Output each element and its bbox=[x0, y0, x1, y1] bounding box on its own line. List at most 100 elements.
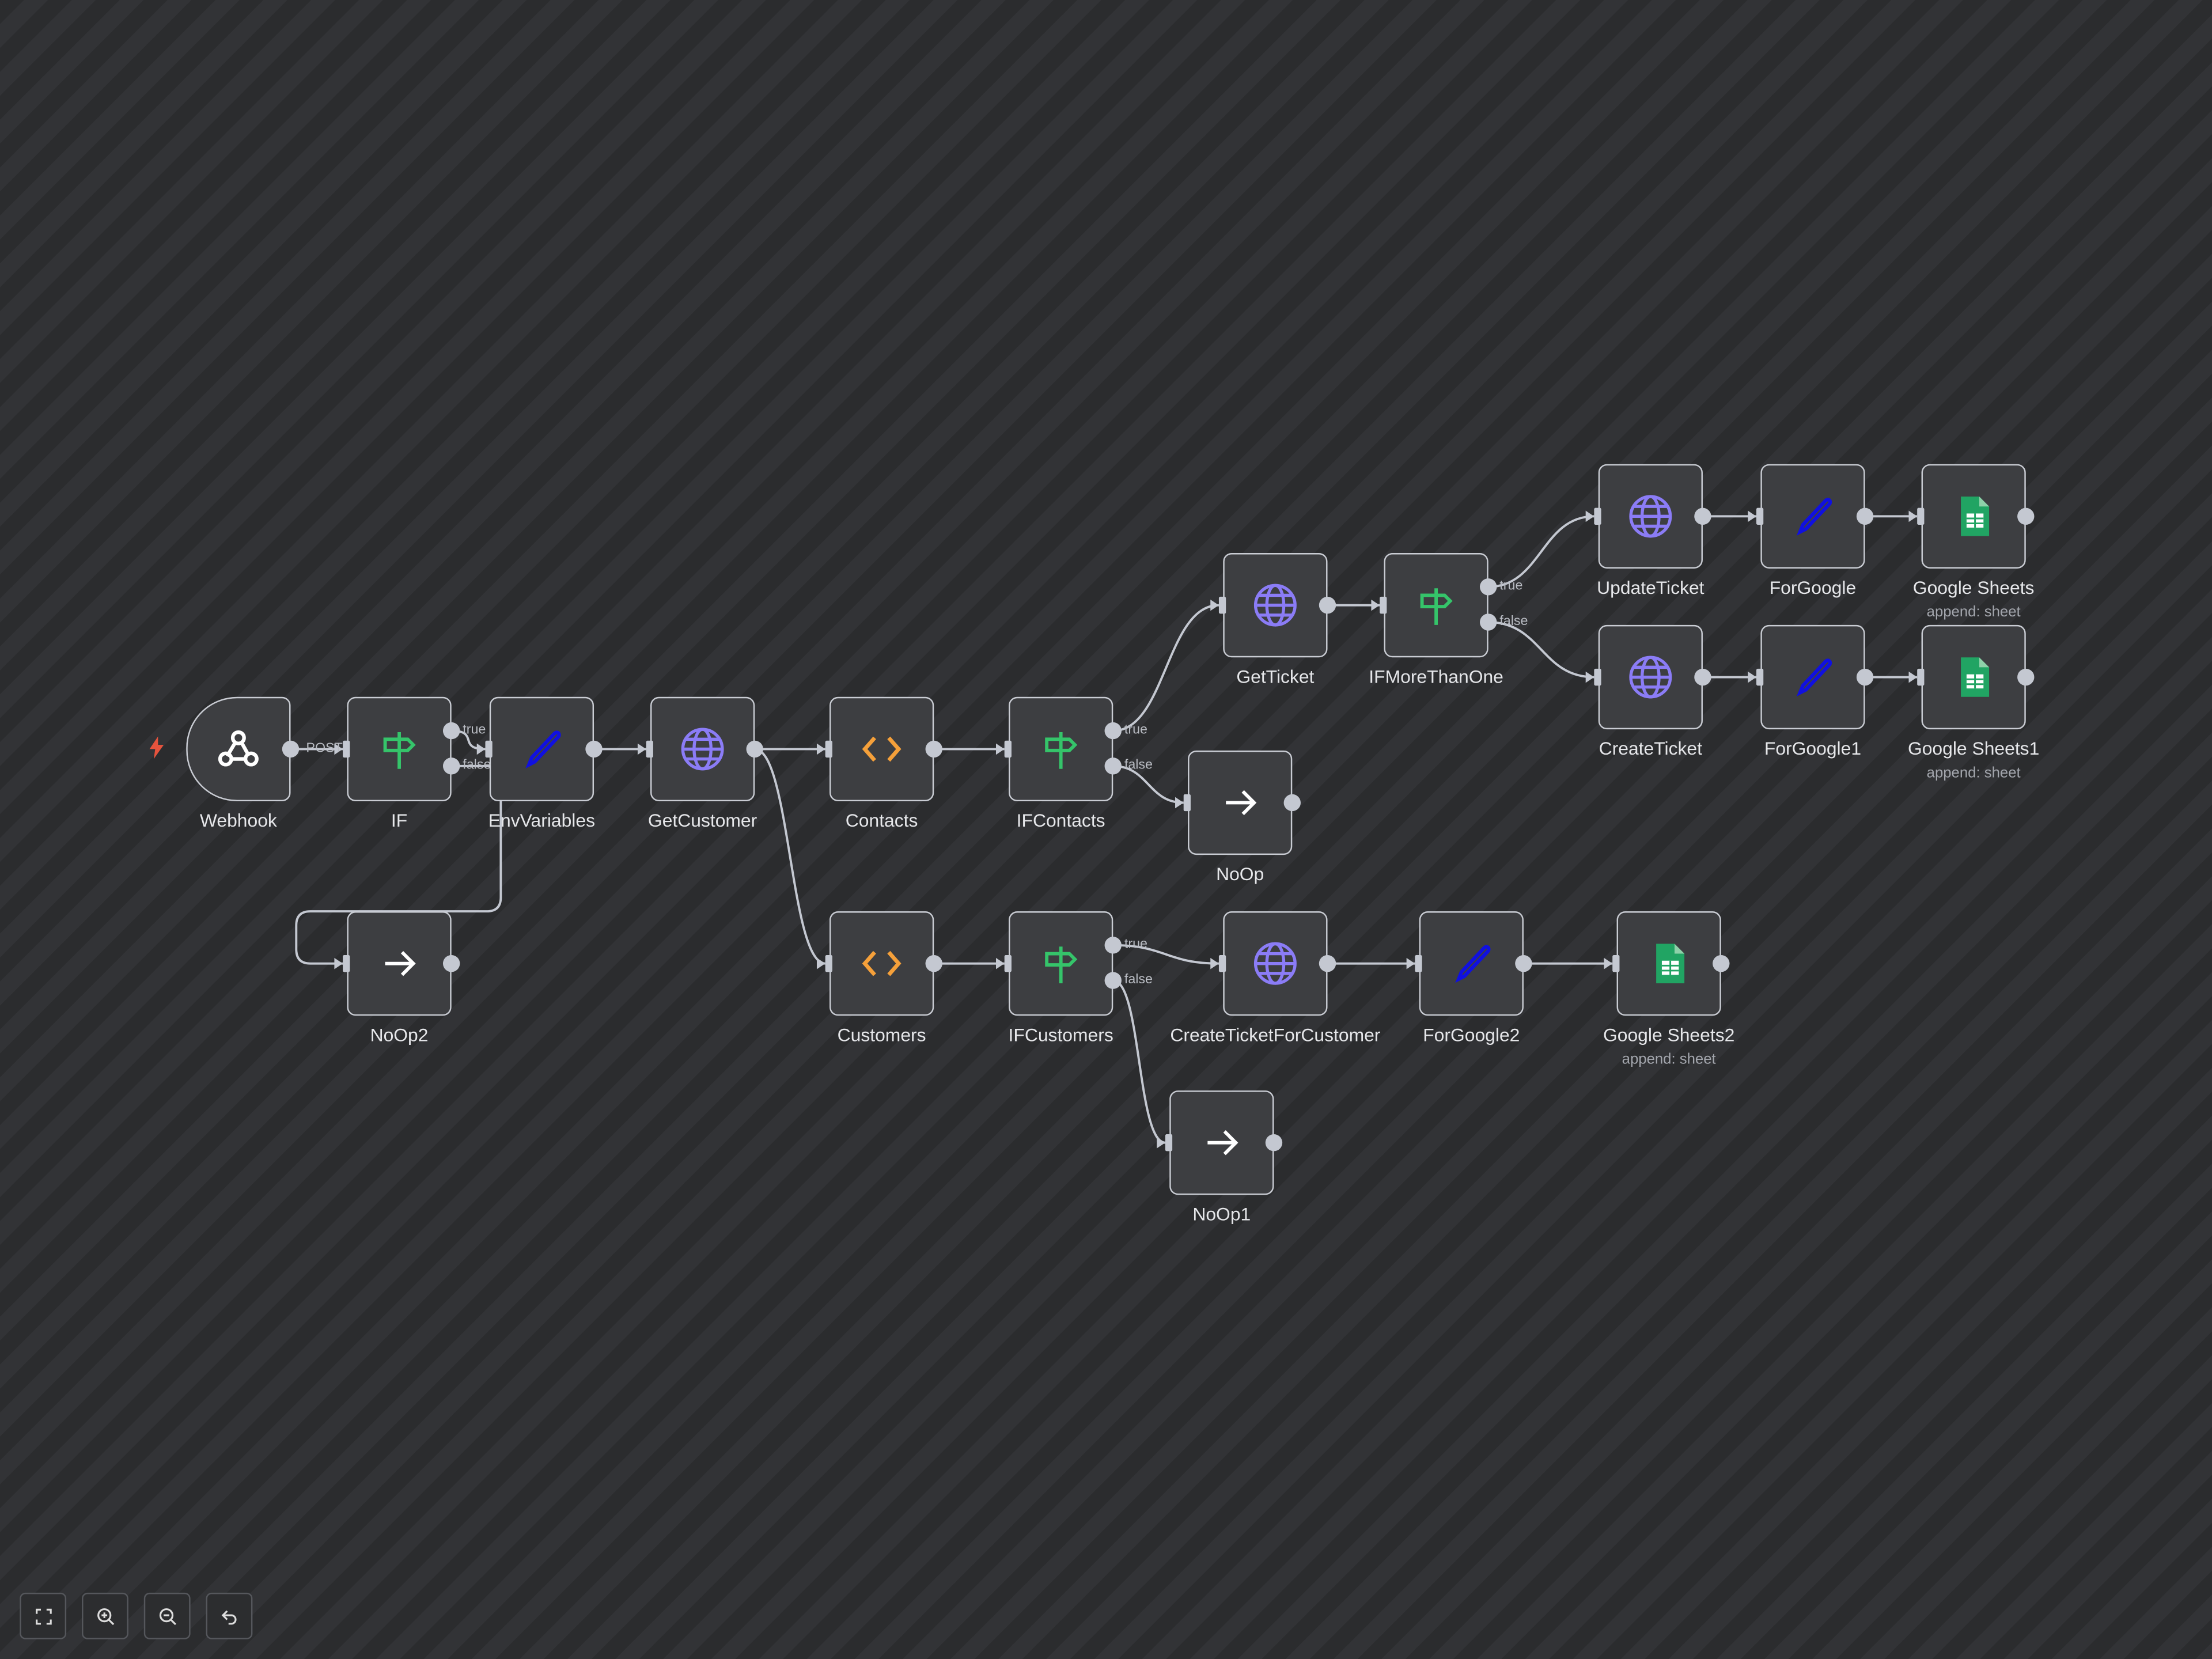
node-createticketforcustomer[interactable] bbox=[1223, 911, 1328, 1016]
node-ifmorethanone[interactable] bbox=[1384, 553, 1488, 658]
node-contacts[interactable] bbox=[830, 696, 934, 802]
input-port[interactable] bbox=[1183, 794, 1191, 812]
output-port[interactable] bbox=[1104, 937, 1122, 954]
connection-arrow bbox=[637, 743, 646, 755]
input-port[interactable] bbox=[1218, 596, 1226, 614]
input-port[interactable] bbox=[1415, 955, 1422, 972]
output-port[interactable] bbox=[1104, 722, 1122, 740]
output-port[interactable] bbox=[442, 955, 460, 972]
code-icon bbox=[862, 736, 902, 762]
set-icon bbox=[1455, 945, 1491, 983]
output-port[interactable] bbox=[1104, 757, 1122, 775]
output-port[interactable] bbox=[1713, 955, 1730, 972]
node-googlesheets2[interactable] bbox=[1616, 911, 1721, 1016]
output-port[interactable] bbox=[1694, 668, 1711, 686]
input-port[interactable] bbox=[1756, 507, 1764, 525]
input-port[interactable] bbox=[485, 740, 493, 758]
input-port[interactable] bbox=[1004, 955, 1012, 972]
connection-ifcontacts-noop[interactable] bbox=[1113, 764, 1184, 804]
connection-ifcontacts-getticket[interactable] bbox=[1113, 604, 1219, 732]
output-port[interactable] bbox=[1856, 668, 1874, 686]
output-port[interactable] bbox=[1856, 507, 1874, 525]
node-ifcontacts[interactable] bbox=[1009, 696, 1113, 802]
output-port[interactable] bbox=[585, 740, 603, 758]
fit-view-button[interactable] bbox=[20, 1592, 67, 1639]
input-port[interactable] bbox=[1165, 1134, 1173, 1152]
node-noop2[interactable] bbox=[347, 911, 452, 1016]
output-port[interactable] bbox=[746, 740, 763, 758]
if-icon bbox=[383, 732, 416, 769]
node-createticket[interactable] bbox=[1598, 624, 1703, 730]
output-port[interactable] bbox=[2017, 507, 2035, 525]
input-port[interactable] bbox=[646, 740, 653, 758]
output-port[interactable] bbox=[2017, 668, 2035, 686]
connection-arrow bbox=[1748, 671, 1757, 683]
node-webhook[interactable] bbox=[186, 696, 291, 802]
connection-arrow bbox=[1585, 510, 1594, 522]
node-label: EnvVariables bbox=[488, 809, 596, 831]
output-port[interactable] bbox=[1515, 955, 1532, 972]
connection-if-noop2[interactable] bbox=[295, 764, 502, 965]
output-port[interactable] bbox=[1694, 507, 1711, 525]
connection-ifcustomers-noop1[interactable] bbox=[1112, 979, 1166, 1144]
input-port[interactable] bbox=[825, 740, 832, 758]
output-port[interactable] bbox=[925, 955, 942, 972]
input-port[interactable] bbox=[1917, 507, 1925, 525]
output-port[interactable] bbox=[925, 740, 942, 758]
input-port[interactable] bbox=[1218, 955, 1226, 972]
node-label: GetTicket bbox=[1236, 665, 1315, 687]
connection-getcustomer-customers[interactable] bbox=[754, 748, 825, 965]
node-ifcustomers[interactable] bbox=[1009, 911, 1113, 1016]
set-icon bbox=[1796, 498, 1832, 536]
node-forgoogle[interactable] bbox=[1760, 464, 1865, 569]
connection-ifmorethanone-createticket[interactable] bbox=[1488, 621, 1594, 679]
output-port[interactable] bbox=[1265, 1134, 1283, 1152]
connection-arrow bbox=[476, 743, 486, 755]
input-port[interactable] bbox=[1594, 668, 1601, 686]
input-port[interactable] bbox=[343, 955, 350, 972]
noop-icon bbox=[385, 950, 416, 976]
input-port[interactable] bbox=[825, 955, 832, 972]
node-getticket[interactable] bbox=[1223, 553, 1328, 658]
node-noop[interactable] bbox=[1188, 750, 1293, 855]
node-customers[interactable] bbox=[830, 911, 934, 1016]
node-googlesheets1[interactable] bbox=[1921, 624, 2026, 730]
input-port[interactable] bbox=[1380, 596, 1387, 614]
node-label: Google Sheets1 bbox=[1907, 737, 2040, 759]
node-googlesheets[interactable] bbox=[1921, 464, 2026, 569]
node-forgoogle2[interactable] bbox=[1419, 911, 1524, 1016]
output-port[interactable] bbox=[442, 722, 460, 740]
output-port[interactable] bbox=[1319, 596, 1336, 614]
connection-ifmorethanone-updateticket[interactable] bbox=[1488, 515, 1594, 588]
input-port[interactable] bbox=[1612, 955, 1620, 972]
output-port[interactable] bbox=[442, 757, 460, 775]
zoom-out-button[interactable] bbox=[143, 1592, 191, 1639]
output-port[interactable] bbox=[1104, 972, 1122, 989]
node-updateticket[interactable] bbox=[1598, 464, 1703, 569]
output-port[interactable] bbox=[1283, 794, 1301, 812]
connection-ifcustomers-createticketforcustomer[interactable] bbox=[1113, 944, 1219, 965]
output-port[interactable] bbox=[1480, 578, 1497, 596]
input-port[interactable] bbox=[1004, 740, 1012, 758]
output-port[interactable] bbox=[1480, 613, 1497, 631]
fit-view-icon bbox=[35, 1608, 51, 1624]
input-port[interactable] bbox=[1594, 507, 1601, 525]
port-label-POST: POST bbox=[306, 740, 343, 756]
input-port[interactable] bbox=[1917, 668, 1925, 686]
node-if[interactable] bbox=[347, 696, 452, 802]
node-forgoogle1[interactable] bbox=[1760, 624, 1865, 730]
input-port[interactable] bbox=[343, 740, 350, 758]
zoom-in-icon bbox=[96, 1607, 114, 1624]
node-envvariables[interactable] bbox=[489, 696, 594, 802]
output-port[interactable] bbox=[1319, 955, 1336, 972]
if-icon bbox=[1045, 946, 1078, 983]
input-port[interactable] bbox=[1756, 668, 1764, 686]
node-getcustomer[interactable] bbox=[650, 696, 755, 802]
zoom-in-button[interactable] bbox=[82, 1592, 128, 1639]
reset-zoom-button[interactable] bbox=[206, 1592, 253, 1639]
port-label-false: false bbox=[463, 757, 491, 774]
node-noop1[interactable] bbox=[1169, 1090, 1274, 1195]
output-port[interactable] bbox=[282, 740, 300, 758]
